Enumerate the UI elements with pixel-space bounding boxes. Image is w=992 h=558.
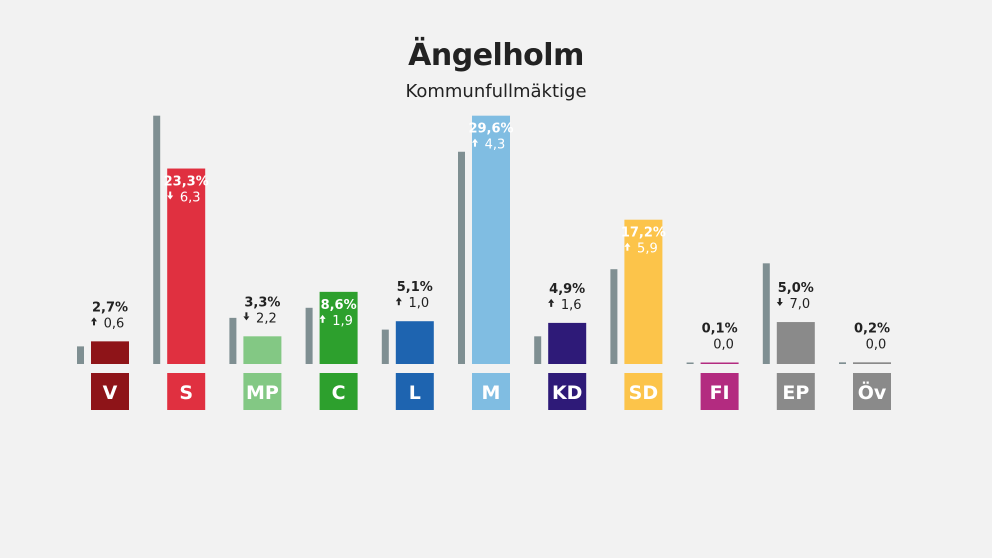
party-label-box-fi bbox=[700, 373, 739, 410]
up-arrow-icon bbox=[472, 138, 478, 147]
bar-v bbox=[91, 341, 129, 364]
party-label-fi: FI bbox=[710, 382, 730, 404]
up-arrow-icon bbox=[319, 314, 326, 323]
party-group-ep: 5,0%7,0 EP bbox=[762, 263, 815, 410]
party-group-fi: 0,1%0,0 FI bbox=[686, 322, 739, 410]
party-label-box-mp bbox=[243, 373, 282, 410]
party-group-l: 5,1%1,0 L bbox=[381, 280, 434, 410]
change-label-öv: 0,0 bbox=[866, 337, 887, 352]
up-arrow-icon bbox=[624, 242, 631, 251]
party-label-c: C bbox=[332, 382, 346, 404]
chart-subtitle: Kommunfullmäktige bbox=[405, 81, 587, 102]
up-arrow-icon bbox=[548, 298, 555, 307]
party-label-box-ep bbox=[776, 373, 815, 410]
bar-l bbox=[395, 321, 434, 364]
party-group-sd: 17,2%5,9 SD bbox=[610, 219, 666, 410]
party-label-l: L bbox=[409, 382, 421, 404]
previous-bar-s bbox=[153, 115, 161, 364]
party-label-m: M bbox=[482, 382, 501, 404]
previous-bar-l bbox=[381, 329, 389, 364]
change-label-fi: 0,0 bbox=[713, 338, 734, 353]
down-arrow-icon bbox=[776, 298, 783, 307]
value-label-öv: 0,2% bbox=[854, 321, 890, 336]
previous-bar-sd bbox=[610, 269, 618, 364]
previous-bar-ep bbox=[762, 263, 770, 364]
bar-sd bbox=[624, 219, 663, 364]
value-label-l: 5,1% bbox=[397, 280, 433, 295]
down-arrow-icon bbox=[243, 312, 250, 321]
party-label-box-v bbox=[91, 373, 129, 410]
value-label-ep: 5,0% bbox=[778, 281, 814, 296]
change-label-m: 4,3 bbox=[485, 138, 506, 153]
change-label-l: 1,0 bbox=[408, 296, 429, 311]
bar-c bbox=[319, 291, 358, 364]
bar-m bbox=[472, 115, 510, 364]
party-label-box-l bbox=[395, 373, 434, 410]
value-label-mp: 3,3% bbox=[244, 295, 280, 310]
party-group-m: 29,6%4,3 M bbox=[458, 115, 514, 410]
chart-title: Ängelholm bbox=[408, 38, 584, 73]
party-label-box-öv bbox=[853, 373, 891, 410]
party-label-ep: EP bbox=[782, 382, 809, 404]
previous-bar-öv bbox=[839, 362, 846, 364]
party-label-sd: SD bbox=[629, 382, 658, 404]
up-arrow-icon bbox=[91, 317, 97, 326]
party-group-s: 23,3%6,3 S bbox=[153, 115, 209, 410]
previous-bar-c bbox=[305, 307, 313, 364]
previous-bar-mp bbox=[229, 317, 237, 364]
bar-ep bbox=[776, 322, 815, 364]
party-group-v: 2,7%0,6 V bbox=[77, 300, 129, 410]
change-label-mp: 2,2 bbox=[256, 311, 277, 326]
party-label-v: V bbox=[103, 382, 118, 404]
party-group-kd: 4,9%1,6 KD bbox=[534, 282, 587, 410]
party-label-box-m bbox=[472, 373, 510, 410]
party-label-mp: MP bbox=[246, 382, 279, 404]
bar-öv bbox=[853, 362, 891, 364]
bar-s bbox=[167, 168, 206, 364]
value-label-v: 2,7% bbox=[92, 300, 128, 315]
change-label-c: 1,9 bbox=[332, 314, 353, 329]
party-label-box-s bbox=[167, 373, 206, 410]
value-label-s: 23,3% bbox=[164, 175, 209, 190]
value-label-sd: 17,2% bbox=[621, 226, 666, 241]
party-label-kd: KD bbox=[552, 382, 583, 404]
previous-bar-fi bbox=[686, 362, 694, 364]
previous-bar-v bbox=[77, 346, 84, 364]
change-label-sd: 5,9 bbox=[637, 242, 658, 257]
up-arrow-icon bbox=[395, 297, 402, 306]
party-group-mp: 3,3%2,2 MP bbox=[229, 295, 282, 410]
change-label-ep: 7,0 bbox=[789, 297, 810, 312]
previous-bar-m bbox=[458, 151, 465, 364]
party-label-s: S bbox=[179, 382, 193, 404]
change-label-kd: 1,6 bbox=[561, 298, 582, 313]
party-label-box-kd bbox=[548, 373, 587, 410]
value-label-kd: 4,9% bbox=[549, 282, 585, 297]
party-group-c: 8,6%1,9 C bbox=[305, 291, 358, 410]
previous-bar-kd bbox=[534, 336, 542, 364]
change-label-v: 0,6 bbox=[104, 316, 125, 331]
party-label-box-sd bbox=[624, 373, 663, 410]
value-label-fi: 0,1% bbox=[702, 322, 738, 337]
down-arrow-icon bbox=[167, 191, 174, 200]
party-label-öv: Öv bbox=[858, 380, 887, 404]
bar-kd bbox=[548, 322, 587, 364]
bar-fi bbox=[700, 362, 739, 364]
bar-mp bbox=[243, 336, 282, 364]
value-label-c: 8,6% bbox=[321, 298, 357, 313]
change-label-s: 6,3 bbox=[180, 191, 201, 206]
party-label-box-c bbox=[319, 373, 358, 410]
party-group-öv: 0,2%0,0 Öv bbox=[839, 321, 891, 410]
value-label-m: 29,6% bbox=[468, 122, 513, 137]
